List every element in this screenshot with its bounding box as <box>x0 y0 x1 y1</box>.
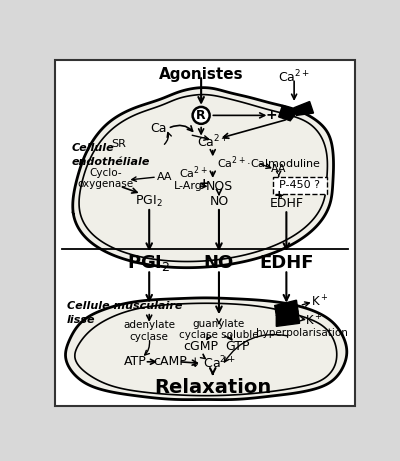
Polygon shape <box>66 298 347 400</box>
Text: +: + <box>198 177 209 190</box>
Text: SR: SR <box>111 139 126 149</box>
Text: Ca: Ca <box>150 122 167 135</box>
Text: adenylate
cyclase: adenylate cyclase <box>123 320 175 342</box>
Text: R: R <box>196 109 206 122</box>
Text: NO: NO <box>209 195 228 208</box>
Text: Ca$^{2+}$·Calmoduline: Ca$^{2+}$·Calmoduline <box>217 155 321 171</box>
Text: NOS: NOS <box>205 180 232 193</box>
Text: L-Arg: L-Arg <box>174 181 202 191</box>
Circle shape <box>193 107 210 124</box>
Text: EDHF: EDHF <box>259 254 314 272</box>
Text: K$^+$: K$^+$ <box>305 313 322 329</box>
Polygon shape <box>275 300 298 316</box>
Text: P-450 ?: P-450 ? <box>279 180 320 190</box>
Text: Cellule musculaire
lisse: Cellule musculaire lisse <box>67 301 182 325</box>
Text: hyperpolarisation: hyperpolarisation <box>256 327 348 337</box>
Text: AA: AA <box>157 172 172 182</box>
Polygon shape <box>73 88 334 268</box>
Text: Cyclo-
oxygenase: Cyclo- oxygenase <box>78 168 134 189</box>
Text: Ca$^{2+}$: Ca$^{2+}$ <box>278 69 310 86</box>
Polygon shape <box>276 311 300 326</box>
Text: Cellule
endothéliale: Cellule endothéliale <box>72 143 150 167</box>
Polygon shape <box>294 101 314 115</box>
Text: +: + <box>273 189 284 202</box>
FancyBboxPatch shape <box>273 177 327 194</box>
Polygon shape <box>279 106 298 121</box>
Text: Relaxation: Relaxation <box>154 378 271 397</box>
Text: NO: NO <box>204 254 234 272</box>
Text: PGI$_2$: PGI$_2$ <box>135 194 163 209</box>
Text: guanylate
cyclase soluble: guanylate cyclase soluble <box>179 319 259 340</box>
FancyBboxPatch shape <box>55 60 355 406</box>
Text: Ca$^{2+}$: Ca$^{2+}$ <box>179 164 208 181</box>
Text: K$^+$: K$^+$ <box>311 294 328 309</box>
Text: ATP: ATP <box>124 355 147 368</box>
Text: PGI$_2$: PGI$_2$ <box>128 253 171 273</box>
Text: GTP: GTP <box>225 340 250 353</box>
Text: Ca$^{2+}$: Ca$^{2+}$ <box>197 133 229 150</box>
Text: AA: AA <box>271 164 286 174</box>
Text: ↓ Ca$^{2+}$: ↓ Ca$^{2+}$ <box>190 355 236 372</box>
Text: +: + <box>265 108 277 122</box>
Text: Agonistes: Agonistes <box>159 67 244 82</box>
Text: cAMP: cAMP <box>153 355 187 368</box>
Text: cGMP: cGMP <box>184 340 219 353</box>
Text: EDHF: EDHF <box>269 197 303 210</box>
